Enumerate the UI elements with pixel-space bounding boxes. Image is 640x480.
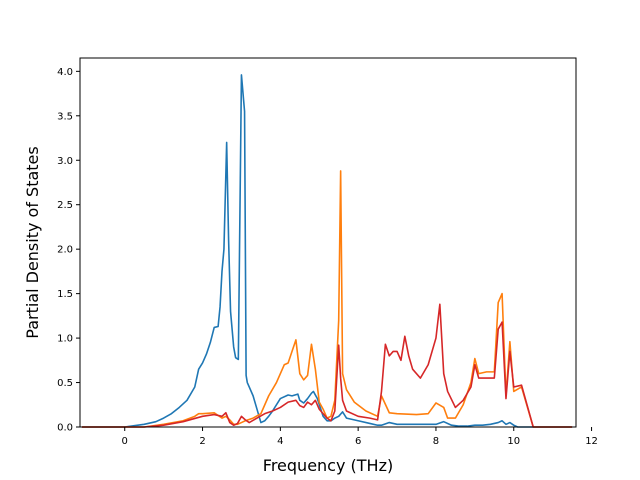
x-tick-label: 8 [433,436,439,447]
y-axis-label: Partial Density of States [23,146,42,338]
x-tick-label: 2 [199,436,205,447]
y-tick-label: 1.0 [57,334,73,345]
y-tick-label: 3.0 [57,156,73,167]
series-line-3 [81,303,573,428]
series-lines [81,74,573,428]
x-axis-ticks: 0 2 4 6 8 10 12 [122,427,598,447]
y-tick-label: 1.5 [57,289,73,300]
y-tick-label: 4.0 [57,67,73,78]
y-tick-label: 2.0 [57,245,73,256]
x-tick-label: 4 [277,436,283,447]
series-line-1 [81,74,573,428]
series-line-2 [81,170,573,428]
y-axis-ticks: 0.0 0.5 1.0 1.5 2.0 2.5 3.0 3.5 4.0 [57,67,80,434]
y-tick-label: 3.5 [57,111,73,122]
x-axis-label: Frequency (THz) [263,456,393,475]
x-tick-label: 10 [507,436,520,447]
y-tick-label: 0.5 [57,378,73,389]
y-tick-label: 2.5 [57,200,73,211]
x-tick-label: 12 [585,436,598,447]
x-tick-label: 6 [355,436,361,447]
x-tick-label: 0 [122,436,128,447]
plot-frame [79,57,577,428]
y-tick-label: 0.0 [57,423,73,434]
